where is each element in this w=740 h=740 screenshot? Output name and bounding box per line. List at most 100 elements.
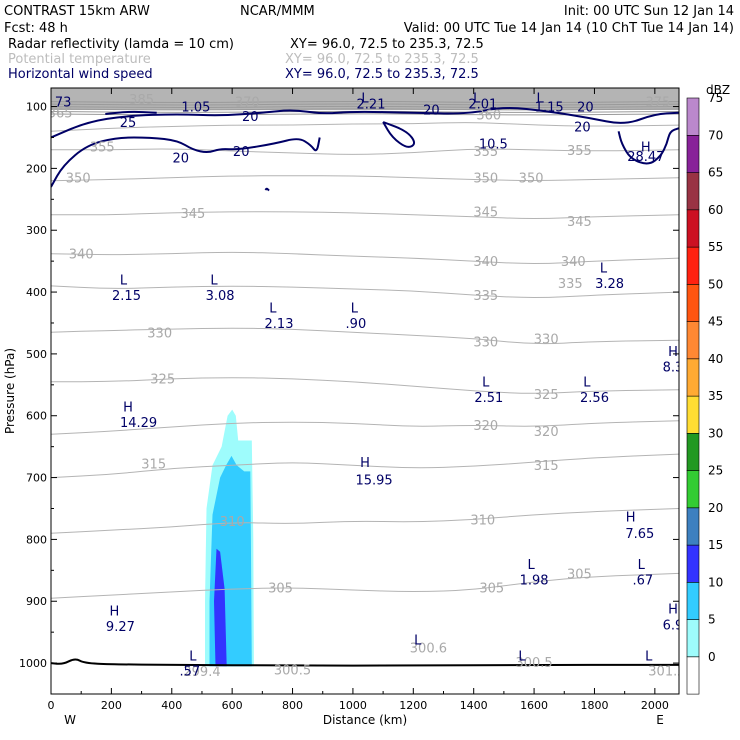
- wind-contour-20: [617, 127, 679, 165]
- colorbar-swatch: [686, 358, 700, 397]
- extremum-value: 15.95: [355, 473, 392, 488]
- theta-label: 355: [473, 145, 498, 160]
- high-marker: H: [668, 603, 678, 618]
- y-tick-label: 800: [26, 533, 47, 546]
- theta-label: 310: [220, 515, 245, 530]
- theta-label: 335: [473, 289, 498, 304]
- colorbar-level-label: 50: [708, 277, 723, 291]
- theta-label: 300.5: [515, 656, 552, 671]
- x-tick-label: 0: [48, 699, 55, 712]
- x-tick-label: 800: [282, 699, 303, 712]
- theta-label: 350: [66, 172, 91, 187]
- colorbar-level-label: 65: [708, 166, 723, 180]
- low-marker: L: [414, 634, 422, 649]
- wind-label: 1.15: [535, 101, 564, 116]
- colorbar-swatch: [686, 656, 700, 695]
- axes: 0 200 400 600 800 1000 1200 1400 1600 1800 2000 100…: [19, 88, 679, 712]
- wind-label: 2.01: [468, 98, 497, 113]
- y-tick-label: 100: [26, 101, 47, 114]
- colorbar-swatch: [686, 283, 700, 322]
- y-tick-label: 900: [26, 595, 47, 608]
- theta-label: 355: [567, 144, 592, 159]
- colorbar-level-label: 40: [708, 352, 723, 366]
- theta-contour-355: [51, 148, 679, 155]
- init-time: Init: 00 UTC Sun 12 Jan 14: [564, 4, 734, 19]
- extremum-value: 7.65: [625, 527, 654, 542]
- y-tick-label: 400: [26, 286, 47, 299]
- colorbar-swatch: [686, 544, 700, 583]
- colorbar-level-label: 0: [708, 650, 716, 664]
- west-label: W: [64, 713, 76, 727]
- colorbar: 0 5 10 15 20 25 30 35 40 45 50 55 60 65 70 75: [686, 91, 723, 695]
- low-marker: L: [645, 650, 653, 665]
- colorbar-unit: dBZ: [706, 83, 730, 97]
- theta-label: 340: [561, 255, 586, 270]
- x-tick-label: 400: [161, 699, 182, 712]
- x-tick-label: 1000: [339, 699, 367, 712]
- x-tick-label: 1400: [460, 699, 488, 712]
- x-tick-label: 1600: [520, 699, 548, 712]
- y-tick-label: 1000: [19, 657, 47, 670]
- colorbar-level-label: 20: [708, 501, 723, 515]
- colorbar-swatch: [686, 507, 700, 546]
- theta-label: 330: [534, 332, 559, 347]
- extremum-value: .57: [180, 665, 201, 680]
- low-marker: L: [536, 91, 544, 106]
- low-marker: L: [600, 261, 608, 276]
- low-marker: L: [638, 558, 646, 573]
- theta-label: 315: [141, 457, 166, 472]
- reflectivity-layer: [205, 409, 254, 667]
- colorbar-level-label: 5: [708, 613, 716, 627]
- wind-contour-20: [51, 107, 679, 139]
- extremum-value: 6.9: [663, 619, 684, 634]
- wind-label: 20: [242, 110, 259, 125]
- colorbar-swatch: [686, 581, 700, 620]
- colorbar-level-label: 30: [708, 426, 723, 440]
- y-tick-label: 300: [26, 224, 47, 237]
- colorbar-swatch: [686, 97, 700, 136]
- field-theta-xy: XY= 96.0, 72.5 to 235.3, 72.5: [285, 52, 479, 67]
- wind-contour-20: [382, 121, 416, 148]
- extremum-value: 14.29: [120, 416, 157, 431]
- high-marker: H: [110, 605, 120, 620]
- theta-contour-320: [51, 420, 679, 435]
- wind-label: 1.05: [181, 101, 210, 116]
- theta-contour-upper: [51, 100, 679, 103]
- theta-label: 325: [150, 373, 175, 388]
- theta-label: 365: [48, 107, 73, 122]
- extremum-value: 3.28: [595, 277, 624, 292]
- x-tick-label: 200: [101, 699, 122, 712]
- wind-label: 10.5: [479, 138, 508, 153]
- theta-contour-325: [51, 377, 679, 394]
- theta-label: 315: [534, 459, 559, 474]
- theta-contour-upper: [51, 108, 679, 111]
- x-axis-label: Distance (km): [323, 713, 407, 727]
- theta-label: 360: [476, 109, 501, 124]
- plot-frame: [50, 87, 680, 695]
- theta-label: 325: [534, 388, 559, 403]
- low-marker: L: [351, 302, 359, 317]
- low-marker: L: [189, 650, 197, 665]
- terrain-layer: [51, 658, 679, 667]
- colorbar-swatch: [686, 470, 700, 509]
- colorbar-level-label: 75: [708, 91, 723, 105]
- organization-label: NCAR/MMM: [240, 4, 315, 19]
- x-tick-label: 2000: [641, 699, 669, 712]
- theta-label: 299.4: [183, 665, 220, 680]
- extremum-value: .67: [632, 574, 653, 589]
- colorbar-swatch: [686, 172, 700, 211]
- low-marker: L: [518, 650, 526, 665]
- theta-label: 310: [470, 514, 495, 529]
- low-marker: L: [527, 558, 535, 573]
- low-marker: L: [482, 376, 490, 391]
- theta-contour-315: [51, 453, 679, 479]
- extremum-value: 2.15: [112, 289, 141, 304]
- theta-label: 375: [645, 96, 670, 111]
- theta-label: 300.6: [410, 642, 447, 657]
- colorbar-swatch: [686, 619, 700, 658]
- theta-label: 345: [567, 215, 592, 230]
- wind-label: 25: [120, 116, 137, 131]
- theta-label: 330: [147, 326, 172, 341]
- high-marker: H: [668, 345, 678, 360]
